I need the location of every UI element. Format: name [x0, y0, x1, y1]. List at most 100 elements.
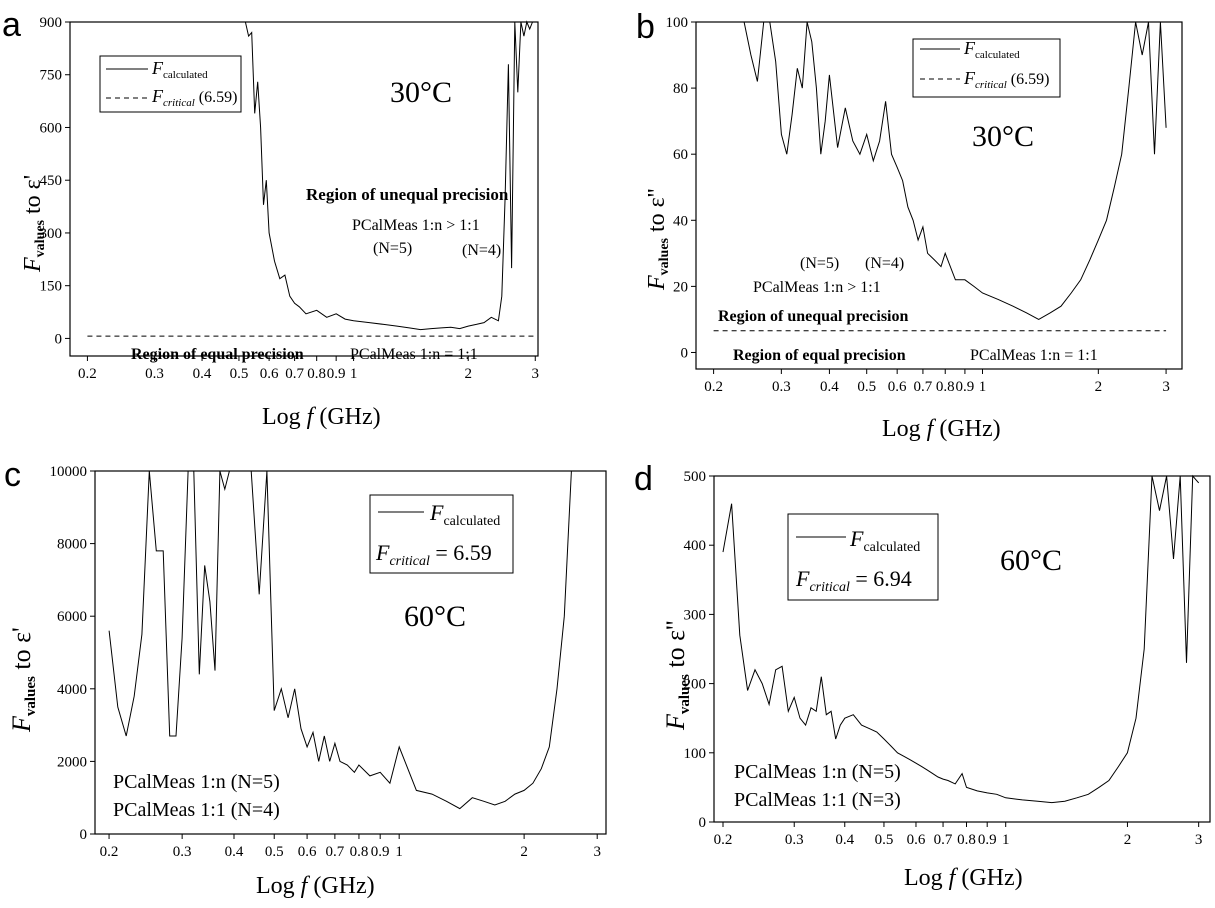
- panel-d: d 01002003004005000.2 0.3 0.4 0.5 0.6 0.7 0.8 0…: [634, 460, 1210, 891]
- legend-c: Fcalculated Fcritical = 6.59: [370, 495, 513, 573]
- y-tick-label-a: 0: [55, 331, 63, 347]
- x-tick-label-b: 0.3: [772, 379, 791, 395]
- panel-letter-c: c: [4, 456, 21, 494]
- annotation-equal-b: Region of equal precision: [733, 347, 906, 364]
- y-tick-label-a: 750: [40, 68, 63, 84]
- panel-letter-a: a: [2, 6, 21, 44]
- y-tick-label-d: 400: [684, 538, 707, 554]
- annotation-n5-b: (N=5): [800, 255, 839, 272]
- y-tick-label-a: 600: [40, 120, 63, 136]
- x-tick-label-b: 0.6: [888, 379, 907, 395]
- annotation-n4-a: (N=4): [462, 242, 501, 259]
- y-tick-label-b: 80: [673, 81, 688, 97]
- x-tick-label-a: 1: [350, 366, 358, 382]
- x-tick-label-d: 2: [1124, 832, 1132, 848]
- y-tick-label-d: 500: [684, 469, 707, 485]
- x-tick-label-d: 0.5: [875, 832, 894, 848]
- y-tick-label-c: 8000: [57, 537, 87, 553]
- x-tick-label-d: 0.2: [714, 832, 733, 848]
- y-axis-label-a: Fvalues to ε': [20, 175, 48, 273]
- annotation-unequal-b: Region of unequal precision: [718, 308, 909, 325]
- y-axis-label-d: Fvalues to ε'': [661, 621, 693, 731]
- x-tick-label-b: 0.9: [956, 379, 975, 395]
- x-tick-label-d: 0.3: [785, 832, 804, 848]
- x-tick-label-a: 0.7: [285, 366, 304, 382]
- x-tick-label-c: 0.9: [371, 844, 390, 860]
- x-tick-label-b: 1: [979, 379, 987, 395]
- temperature-label-c: 60°C: [404, 600, 466, 633]
- x-axis-label-c: Log f (GHz): [256, 873, 375, 899]
- legend-a: Fcalculated Fcritical (6.59): [100, 56, 241, 112]
- y-tick-label-c: 10000: [50, 464, 88, 480]
- x-tick-label-a: 2: [464, 366, 472, 382]
- y-tick-label-c: 6000: [57, 609, 87, 625]
- y-tick-label-a: 900: [40, 15, 63, 31]
- x-tick-label-d: 0.8: [957, 832, 976, 848]
- y-tick-label-c: 4000: [57, 682, 87, 698]
- annotation-pcal-unequal-a: PCalMeas 1:n > 1:1: [352, 217, 480, 234]
- y-tick-label-b: 60: [673, 147, 688, 163]
- x-tick-label-d: 0.9: [978, 832, 997, 848]
- x-tick-label-d: 3: [1195, 832, 1203, 848]
- x-tick-label-c: 3: [593, 844, 601, 860]
- annotation-pcal-2-d: PCalMeas 1:1 (N=3): [734, 789, 901, 811]
- x-tick-label-c: 0.8: [350, 844, 369, 860]
- x-tick-label-d: 0.4: [835, 832, 854, 848]
- x-axis-label-d: Log f (GHz): [904, 865, 1023, 891]
- y-tick-label-b: 100: [666, 15, 689, 31]
- temperature-label-d: 60°C: [1000, 544, 1062, 577]
- y-tick-label-b: 0: [681, 345, 689, 361]
- legend-b: Fcalculated Fcritical (6.59): [913, 38, 1060, 97]
- annotation-pcal-unequal-b: PCalMeas 1:n > 1:1: [753, 279, 881, 296]
- x-tick-label-a: 3: [532, 366, 540, 382]
- y-tick-label-d: 0: [699, 815, 707, 831]
- annotation-n4-b: (N=4): [865, 255, 904, 272]
- x-tick-label-c: 0.2: [100, 844, 119, 860]
- x-tick-label-c: 0.3: [173, 844, 192, 860]
- temperature-label-b: 30°C: [972, 120, 1034, 153]
- x-tick-label-b: 3: [1162, 379, 1170, 395]
- series-line-a: [245, 22, 535, 330]
- y-axis-label-b: Fvalues to ε'': [644, 189, 672, 291]
- annotation-pcal-2-c: PCalMeas 1:1 (N=4): [113, 799, 280, 821]
- x-tick-label-b: 0.5: [857, 379, 876, 395]
- x-tick-label-c: 2: [520, 844, 528, 860]
- y-tick-label-b: 20: [673, 279, 688, 295]
- panel-b: b 0 20 40 60 80 100 0.2 0.3 0.4 0.5 0.6 0.7 0.8 0.9 1 2…: [636, 8, 1182, 442]
- y-tick-label-c: 2000: [57, 754, 87, 770]
- annotation-pcal-1-d: PCalMeas 1:n (N=5): [734, 761, 901, 783]
- x-tick-label-d: 1: [1002, 832, 1010, 848]
- x-tick-label-b: 0.7: [914, 379, 933, 395]
- x-tick-label-c: 0.7: [326, 844, 345, 860]
- x-tick-label-b: 0.4: [820, 379, 839, 395]
- x-tick-label-c: 1: [395, 844, 403, 860]
- panel-letter-d: d: [634, 460, 653, 498]
- x-tick-label-a: 0.2: [78, 366, 97, 382]
- annotation-unequal-a: Region of unequal precision: [306, 185, 509, 204]
- x-tick-label-c: 0.5: [265, 844, 284, 860]
- x-tick-label-a: 0.4: [193, 366, 212, 382]
- y-tick-label-b: 40: [673, 213, 688, 229]
- annotation-pcal-equal-b: PCalMeas 1:n = 1:1: [970, 347, 1098, 364]
- x-tick-label-a: 0.8: [307, 366, 326, 382]
- panel-letter-b: b: [636, 8, 655, 46]
- y-tick-label-d: 100: [684, 746, 707, 762]
- x-tick-label-a: 0.5: [230, 366, 249, 382]
- x-tick-label-a: 0.6: [260, 366, 279, 382]
- x-tick-label-b: 0.2: [704, 379, 723, 395]
- annotation-n5-a: (N=5): [373, 240, 412, 257]
- x-tick-label-a: 0.3: [145, 366, 164, 382]
- series-line-c: [109, 471, 591, 809]
- x-tick-label-a: 0.9: [327, 366, 346, 382]
- x-tick-label-c: 0.6: [298, 844, 317, 860]
- x-tick-label-d: 0.6: [907, 832, 926, 848]
- x-axis-label-b: Log f (GHz): [882, 416, 1001, 442]
- x-tick-label-c: 0.4: [225, 844, 244, 860]
- annotation-equal-a: Region of equal precision: [131, 346, 304, 363]
- temperature-label-a: 30°C: [390, 76, 452, 109]
- y-tick-label-a: 150: [40, 279, 63, 295]
- x-tick-label-b: 2: [1095, 379, 1103, 395]
